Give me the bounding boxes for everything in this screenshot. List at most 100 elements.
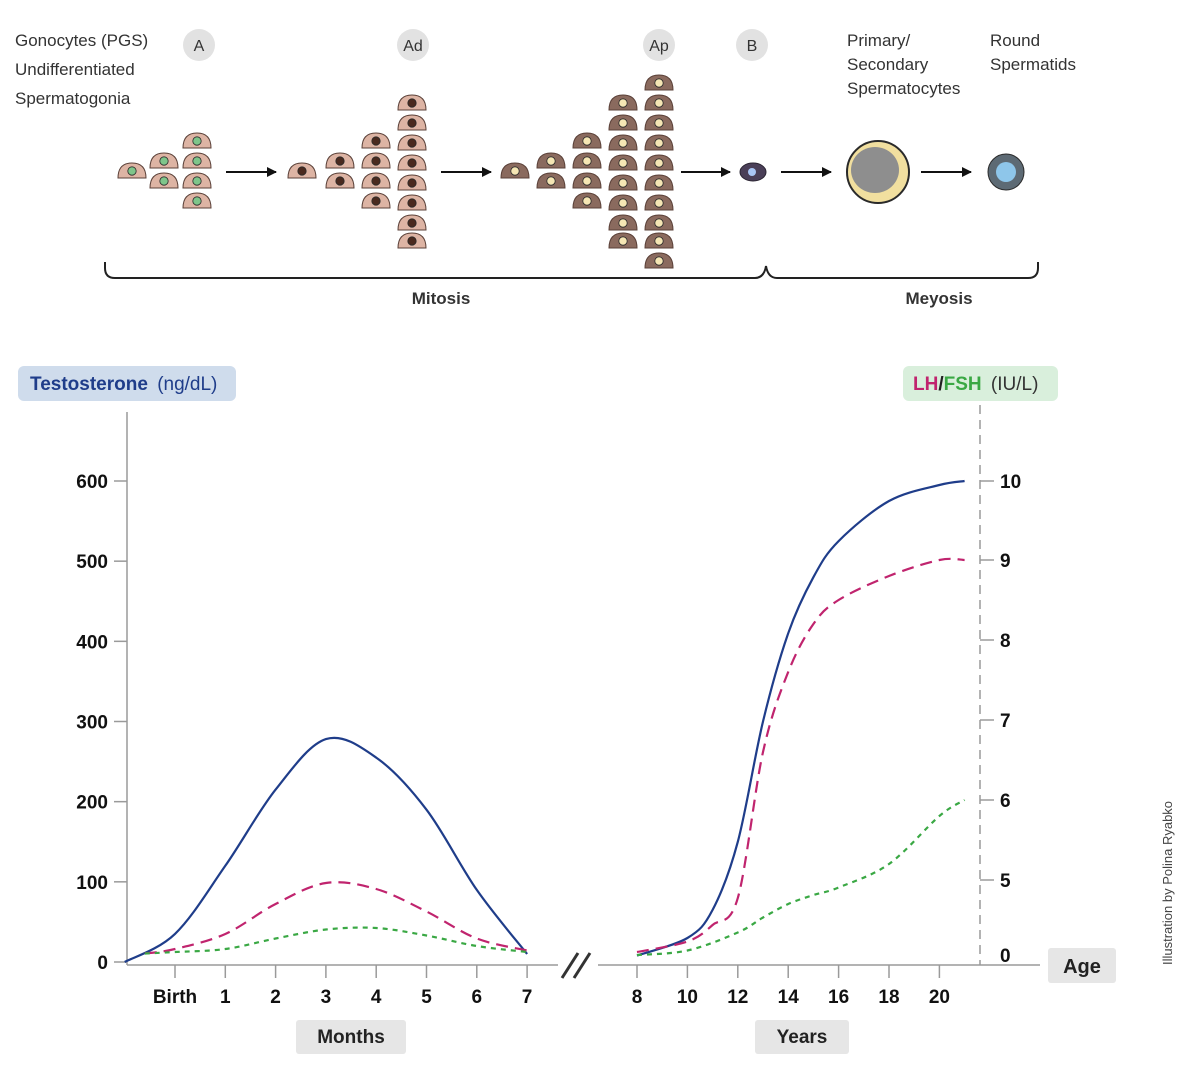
spermatogonium-b-cell [739,162,767,182]
type-ad-cell [397,114,427,131]
type-ad-cell [397,214,427,231]
type-ap-cell [644,214,674,231]
type-ap-cell [608,232,638,249]
type-ap-cell [644,174,674,191]
months-pill: Months [296,1020,406,1054]
month-tick-label: 7 [522,987,533,1008]
type-ap-cell [608,214,638,231]
right-tick-label: 7 [1000,711,1011,732]
right-axis-ticks: 0 5 6 7 8 9 10 [980,472,1021,967]
svg-text:Testosterone (ng/dL): Testosterone (ng/dL) [30,374,217,395]
mitosis-label: Mitosis [412,289,471,308]
spermatocytes-label-line-2: Secondary [847,55,929,74]
years-pill: Years [755,1020,849,1054]
stage-a-badge [183,29,215,61]
left-tick-label: 300 [76,713,108,734]
type-ap-cell [644,252,674,269]
gonadotropin-unit: (IU/L) [991,374,1039,395]
type-ap-cell [608,174,638,191]
type-ad-cell [361,192,391,209]
stage-b-label: B [747,38,758,55]
right-axis-title: LH/FSH (IU/L) [903,366,1058,401]
lh-fsh-slash: / [938,374,944,395]
axis-break-mark [558,950,598,980]
type-ap-cell [572,172,602,189]
spermatid-cell [987,153,1025,191]
type-ap-cell [644,94,674,111]
type-ad-cell [397,134,427,151]
month-tick-label: Birth [153,987,197,1008]
right-tick-label: 6 [1000,791,1011,812]
type-ad-cell [361,172,391,189]
cell-groups [117,74,674,269]
month-tick-label: 6 [472,987,483,1008]
left-tick-label: 0 [97,953,108,974]
spermatocytes-label-line-3: Spermatocytes [847,79,960,98]
type-ap-cell [644,232,674,249]
type-ap-cell [608,134,638,151]
type-ad-cell [397,94,427,111]
left-tick-label: 100 [76,873,108,894]
svg-text:LH/FSH (IU/L): LH/FSH (IU/L) [913,374,1038,395]
right-tick-label: 10 [1000,472,1021,493]
month-tick-label: 3 [321,987,332,1008]
type-ap-cell [644,74,674,91]
type-ap-cell [572,192,602,209]
type-ap-cell [536,172,566,189]
type-ad-cell [325,152,355,169]
stage-labels: Gonocytes (PGS) Undifferentiated Spermat… [15,29,1076,108]
age-pill: Age [1048,948,1116,983]
fsh-curve-years [636,799,966,957]
type-a-cell [182,192,212,209]
gonocytes-label-line-1: Gonocytes (PGS) [15,31,148,50]
illustration-credit: Illustration by Polina Ryabko [1160,801,1175,965]
stage-ad-label: Ad [403,38,423,55]
stage-ad-badge [397,29,429,61]
right-tick-label: 0 [1000,946,1011,967]
type-ap-cell [500,162,530,179]
type-a-cell [182,132,212,149]
months-label: Months [317,1027,385,1048]
spermatocyte-cell [846,140,910,204]
fsh-curve-months [144,926,528,955]
stage-ap-badge [643,29,675,61]
type-a-cell [149,172,179,189]
type-ad-cell [397,232,427,249]
type-ad-cell [361,152,391,169]
type-a-cell [117,162,147,179]
testosterone-curve-years [636,479,965,957]
right-tick-label: 5 [1000,871,1011,892]
hormone-curves [124,479,966,963]
lh-title: LH [913,374,938,395]
years-label: Years [777,1027,828,1048]
year-tick-label: 10 [677,987,698,1008]
spermatids-label-line-2: Spermatids [990,55,1076,74]
type-ad-cell [397,154,427,171]
month-tick-label: 2 [270,987,281,1008]
type-ap-cell [536,152,566,169]
testosterone-curve-months [124,736,528,963]
stage-b-badge [736,29,768,61]
left-tick-label: 600 [76,472,108,493]
type-a-cell [182,172,212,189]
left-tick-label: 500 [76,552,108,573]
type-ad-cell [361,132,391,149]
year-tick-label: 8 [632,987,643,1008]
type-ap-cell [644,154,674,171]
type-ap-cell [608,94,638,111]
year-tick-label: 12 [727,987,748,1008]
month-tick-label: 4 [371,987,382,1008]
type-ap-cell [644,194,674,211]
month-tick-label: 1 [220,987,231,1008]
year-tick-label: 18 [878,987,899,1008]
lh-curve-months [144,881,528,955]
type-ad-cell [287,162,317,179]
meiosis-label: Meyosis [905,289,972,308]
spermatocytes-label-line-1: Primary/ [847,31,911,50]
phase-bracket [104,262,1039,279]
left-tick-label: 400 [76,632,108,653]
type-ad-cell [397,194,427,211]
gonocytes-label-line-2: Undifferentiated [15,60,135,79]
